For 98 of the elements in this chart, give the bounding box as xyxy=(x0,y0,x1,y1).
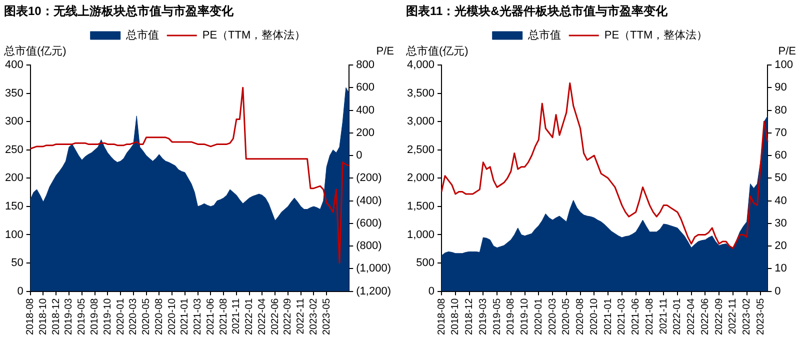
y2-tick-label: 30 xyxy=(774,217,787,230)
y2-axis-title: P/E xyxy=(376,46,394,58)
x-tick-label: 2021-01 xyxy=(602,298,614,336)
x-tick-label: 2018-10 xyxy=(38,298,49,336)
legend-label: PE（TTM，整体法） xyxy=(202,28,306,42)
y2-tick-label: (800) xyxy=(356,240,382,252)
x-tick-label: 2020-05 xyxy=(561,298,572,336)
x-tick-label: 2022-11 xyxy=(728,298,739,334)
x-tick-label: 2019-03 xyxy=(64,298,75,336)
x-tick-label: 2021-06 xyxy=(205,298,216,336)
y-tick-label: 300 xyxy=(4,116,24,128)
x-tick-label: 2019-05 xyxy=(492,298,503,336)
y2-tick-label: 50 xyxy=(774,172,787,184)
x-tick-label: 2020-01 xyxy=(115,298,126,336)
x-tick-label: 2023-02 xyxy=(308,298,320,336)
x-tick-label: 2023-02 xyxy=(742,298,753,336)
x-tick-label: 2020-05 xyxy=(141,298,152,336)
x-tick-label: 2018-08 xyxy=(436,298,448,336)
y2-tick-label: 0 xyxy=(774,285,781,298)
y-tick-label: 2,000 xyxy=(406,172,435,184)
x-tick-label: 2019-10 xyxy=(102,298,114,336)
y2-tick-label: 90 xyxy=(774,82,787,94)
y2-tick-label: 70 xyxy=(774,126,787,139)
y-tick-label: 1,500 xyxy=(406,200,435,212)
y-tick-label: 1,000 xyxy=(406,228,435,241)
y2-tick-label: 40 xyxy=(774,194,787,207)
y-tick-label: 2,500 xyxy=(406,144,435,156)
y2-tick-label: (1,200) xyxy=(356,285,392,298)
x-tick-label: 2021-03 xyxy=(616,298,628,336)
y-axis-title: 总市值(亿元) xyxy=(405,44,468,58)
x-tick-label: 2020-10 xyxy=(588,298,600,336)
x-tick-label: 2023-05 xyxy=(321,298,332,336)
y-tick-label: 100 xyxy=(4,228,24,241)
x-tick-label: 2022-06 xyxy=(700,298,711,336)
y-tick-label: 50 xyxy=(11,257,24,270)
x-tick-label: 2022-04 xyxy=(686,298,698,336)
x-tick-label: 2019-05 xyxy=(76,298,88,336)
x-tick-label: 2019-08 xyxy=(506,298,517,336)
legend-label: PE（TTM，整体法） xyxy=(604,28,708,42)
y2-tick-label: 60 xyxy=(774,150,787,162)
y2-tick-label: 800 xyxy=(356,59,375,72)
x-tick-label: 2020-03 xyxy=(128,298,140,336)
y-tick-label: 150 xyxy=(4,200,24,212)
y2-tick-label: 80 xyxy=(774,104,787,116)
legend-label: 总市值 xyxy=(526,28,561,42)
x-tick-label: 2023-05 xyxy=(755,298,766,336)
y2-tick-label: 20 xyxy=(774,240,787,252)
x-tick-label: 2022-04 xyxy=(256,298,268,336)
x-tick-label: 2020-03 xyxy=(547,298,558,336)
x-tick-label: 2021-11 xyxy=(658,298,670,334)
x-tick-label: 2022-06 xyxy=(270,298,281,336)
legend-label: 总市值 xyxy=(124,28,159,42)
y-axis-title: 总市值(亿元) xyxy=(3,44,66,58)
x-tick-label: 2021-06 xyxy=(630,298,642,336)
x-tick-label: 2021-11 xyxy=(231,298,242,334)
x-tick-label: 2020-08 xyxy=(154,298,165,336)
y-tick-label: 0 xyxy=(17,285,24,298)
y2-axis-title: P/E xyxy=(778,46,796,58)
y2-tick-label: (200) xyxy=(356,172,382,184)
y2-tick-label: 0 xyxy=(356,150,362,162)
chart-title: 图表10：无线上游板块总市值与市盈率变化 xyxy=(3,3,234,20)
x-tick-label: 2021-08 xyxy=(644,298,656,336)
y2-tick-label: 100 xyxy=(774,59,794,72)
y2-tick-label: 200 xyxy=(356,126,375,139)
x-tick-label: 2019-08 xyxy=(90,298,101,336)
y-tick-label: 400 xyxy=(4,59,24,72)
x-tick-label: 2022-09 xyxy=(282,298,294,336)
x-tick-label: 2022-09 xyxy=(714,298,725,336)
x-tick-label: 2019-03 xyxy=(478,298,489,336)
x-tick-label: 2018-12 xyxy=(50,298,62,336)
y2-tick-label: (1,000) xyxy=(356,262,392,275)
y2-tick-label: 600 xyxy=(356,82,375,94)
y2-tick-label: 400 xyxy=(356,104,375,116)
x-tick-label: 2022-11 xyxy=(296,298,307,334)
x-tick-label: 2021-01 xyxy=(180,298,191,336)
x-tick-label: 2022-01 xyxy=(244,298,256,336)
x-tick-label: 2021-03 xyxy=(192,298,204,336)
x-tick-label: 2022-01 xyxy=(672,298,684,336)
x-tick-label: 2019-10 xyxy=(520,298,531,336)
y-tick-label: 250 xyxy=(4,144,24,156)
x-tick-label: 2021-08 xyxy=(218,298,230,336)
x-tick-label: 2020-10 xyxy=(166,298,178,336)
x-tick-label: 2018-10 xyxy=(450,298,462,336)
y-tick-label: 4,000 xyxy=(406,59,435,72)
y-tick-label: 350 xyxy=(4,87,24,100)
y2-tick-label: 10 xyxy=(774,262,787,275)
x-tick-label: 2020-01 xyxy=(533,298,544,336)
y-tick-label: 0 xyxy=(428,285,435,298)
y-tick-label: 500 xyxy=(416,257,435,270)
y2-tick-label: (400) xyxy=(356,194,382,207)
x-tick-label: 2020-08 xyxy=(575,298,586,336)
y-tick-label: 200 xyxy=(4,172,24,184)
y2-tick-label: (600) xyxy=(356,217,382,230)
y-tick-label: 3,500 xyxy=(406,87,435,100)
y-tick-label: 3,000 xyxy=(406,116,435,128)
x-tick-label: 2018-12 xyxy=(464,298,476,336)
x-tick-label: 2018-08 xyxy=(25,298,36,336)
chart-title: 图表11：光模块&光器件板块总市值与市盈率变化 xyxy=(405,3,668,20)
